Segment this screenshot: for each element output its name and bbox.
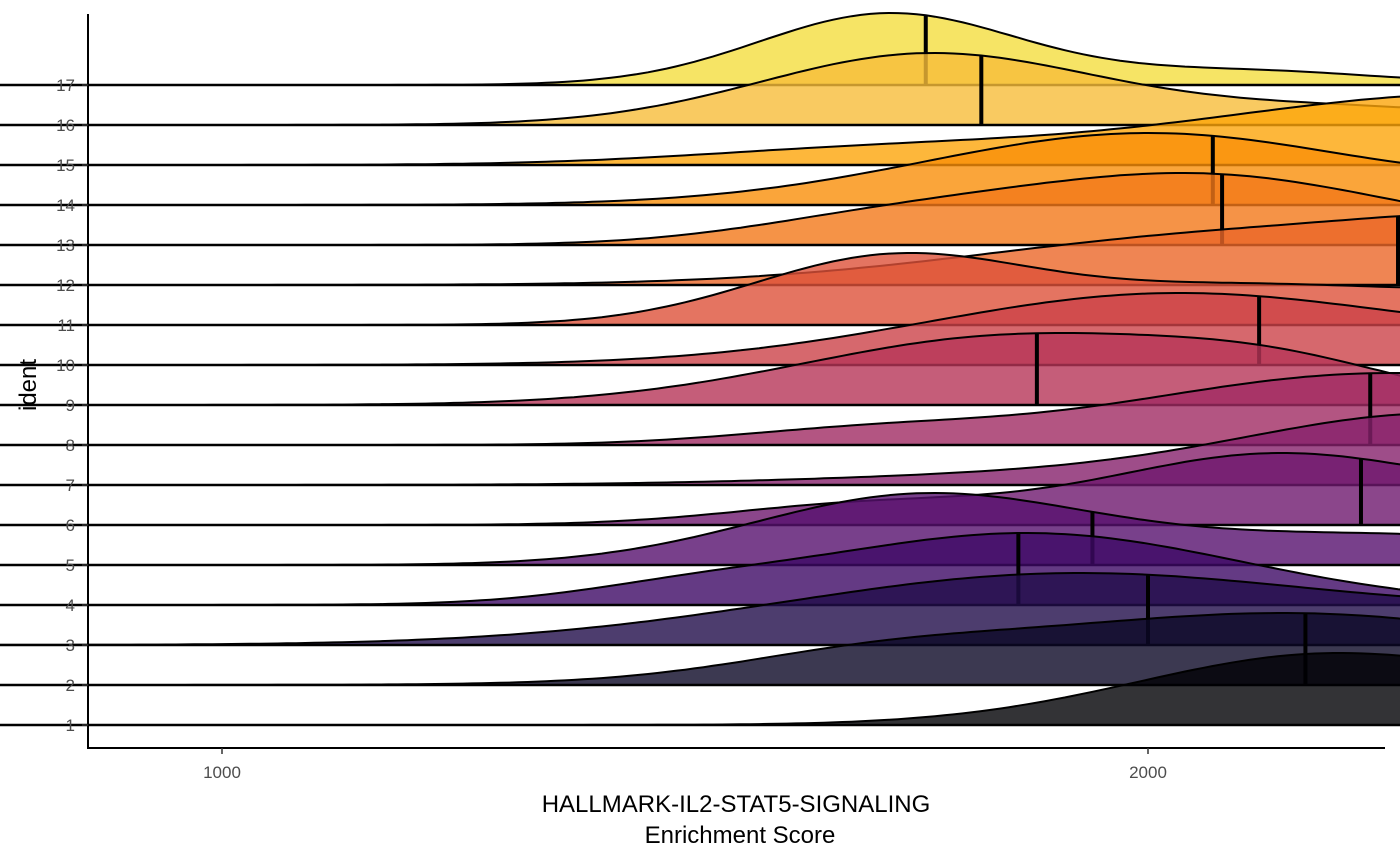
- ridge-outline-4: [0, 532, 1400, 606]
- ridges-group: [0, 11, 1400, 727]
- ridge-12: [0, 215, 1400, 287]
- y-tick-label-2: 2: [66, 676, 75, 695]
- y-tick-label-7: 7: [66, 476, 75, 495]
- ridge-16: [0, 51, 1400, 127]
- y-tick-label-6: 6: [66, 516, 75, 535]
- ridge-outline-9: [0, 332, 1400, 406]
- ridge-17: [0, 11, 1400, 87]
- ridge-outline-5: [0, 491, 1400, 566]
- x-tick-label-2000: 2000: [1129, 763, 1167, 782]
- ridge-outline-12: [0, 215, 1400, 286]
- y-tick-label-13: 13: [56, 236, 75, 255]
- y-tick-label-5: 5: [66, 556, 75, 575]
- ridge-fill-16: [0, 53, 1400, 125]
- x-tick-label-1000: 1000: [203, 763, 241, 782]
- ridge-fill-1: [0, 653, 1400, 725]
- ridge-7: [0, 413, 1400, 487]
- ridge-outline-3: [0, 572, 1400, 646]
- ridge-outline-10: [0, 292, 1400, 366]
- ridge-outline-6: [0, 452, 1400, 526]
- y-tick-label-12: 12: [56, 276, 75, 295]
- y-tick-label-14: 14: [56, 196, 75, 215]
- y-tick-label-11: 11: [57, 316, 75, 335]
- x-ticks: 1000200030004000: [203, 748, 1167, 782]
- y-tick-label-15: 15: [56, 156, 75, 175]
- ridge-outline-13: [0, 172, 1400, 246]
- y-tick-label-9: 9: [66, 396, 75, 415]
- ridge-outline-17: [0, 11, 1400, 86]
- ridge-fill-13: [0, 173, 1400, 245]
- ridge-fill-7: [0, 414, 1400, 485]
- ridge-outline-2: [0, 612, 1400, 686]
- ridge-outline-8: [0, 372, 1400, 446]
- y-tick-label-1: 1: [66, 716, 75, 735]
- ridge-fill-2: [0, 613, 1400, 685]
- ridge-fill-17: [0, 13, 1400, 85]
- ridge-outline-11: [0, 252, 1400, 326]
- y-tick-label-8: 8: [66, 436, 75, 455]
- y-tick-label-4: 4: [66, 596, 75, 615]
- ridge-fill-8: [0, 373, 1400, 445]
- ridge-fill-12: [0, 216, 1400, 285]
- y-tick-label-17: 17: [56, 76, 75, 95]
- y-axis-title: ident: [15, 359, 42, 411]
- x-axis-title-line-2: Enrichment Score: [645, 822, 836, 849]
- ridge-outline-14: [0, 131, 1400, 206]
- ridge-outline-16: [0, 51, 1400, 126]
- y-tick-label-3: 3: [66, 636, 75, 655]
- x-axis-title-line-1: HALLMARK-IL2-STAT5-SIGNALING: [542, 791, 931, 818]
- y-tick-label-16: 16: [56, 116, 75, 135]
- ridge-6: [0, 452, 1400, 527]
- ridge-outline-15: [0, 95, 1400, 166]
- y-tick-label-10: 10: [56, 356, 75, 375]
- ridge-fill-9: [0, 333, 1400, 405]
- ridge-1: [0, 652, 1400, 727]
- ridge-9: [0, 332, 1400, 407]
